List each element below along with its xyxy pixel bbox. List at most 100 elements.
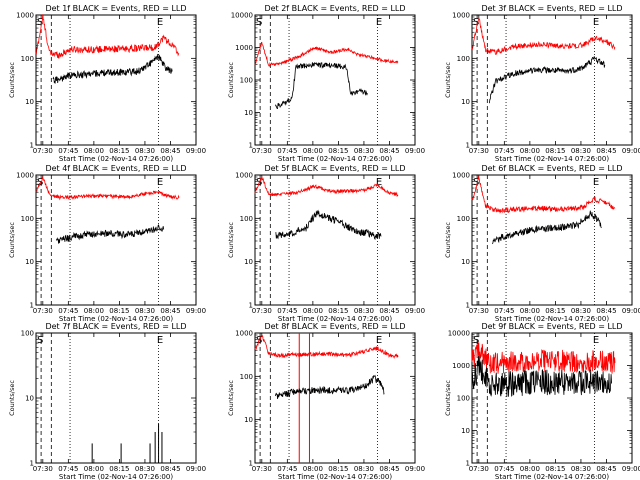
y-tick-label: 10 bbox=[244, 416, 253, 424]
x-tick-label: 08:15 bbox=[109, 465, 129, 473]
y-tick-label: 10 bbox=[25, 258, 34, 266]
x-tick-label: 08:00 bbox=[84, 307, 104, 315]
end-marker-label: E bbox=[157, 335, 163, 346]
y-tick-label: 100 bbox=[21, 330, 34, 338]
plot-frame bbox=[471, 14, 633, 146]
x-tick-label: 08:45 bbox=[379, 147, 399, 155]
y-tick-label: 1 bbox=[30, 142, 34, 150]
y-tick-label: 1 bbox=[249, 460, 253, 468]
plot-frame bbox=[35, 332, 197, 464]
x-axis-label: Start Time (02-Nov-14 07:26:00) bbox=[278, 473, 392, 480]
y-tick-label: 100 bbox=[240, 215, 253, 223]
start-marker-label: S bbox=[473, 335, 479, 346]
x-tick-label: 08:30 bbox=[571, 307, 591, 315]
x-tick-label: 08:00 bbox=[520, 147, 540, 155]
x-tick-label: 07:30 bbox=[33, 307, 53, 315]
x-tick-label: 07:45 bbox=[494, 147, 514, 155]
x-tick-label: 08:45 bbox=[379, 465, 399, 473]
series-line-1 bbox=[35, 14, 180, 59]
x-tick-label: 08:45 bbox=[596, 147, 616, 155]
series-line-2 bbox=[492, 210, 602, 245]
start-marker-label: S bbox=[37, 17, 43, 28]
y-tick-label: 10000 bbox=[231, 12, 253, 20]
x-tick-label: 08:15 bbox=[328, 307, 348, 315]
x-tick-label: 08:30 bbox=[354, 465, 374, 473]
y-tick-label: 1000 bbox=[452, 12, 470, 20]
y-tick-label: 1000 bbox=[235, 44, 253, 52]
x-tick-label: 08:30 bbox=[354, 307, 374, 315]
plot-frame bbox=[254, 14, 416, 146]
x-tick-label: 08:30 bbox=[135, 465, 155, 473]
y-axis-label: Counts/sec bbox=[8, 222, 16, 258]
y-tick-label: 100 bbox=[457, 215, 470, 223]
y-tick-label: 1 bbox=[466, 302, 470, 310]
x-tick-label: 07:45 bbox=[494, 307, 514, 315]
y-tick-label: 10000 bbox=[448, 330, 470, 338]
x-tick-label: 07:30 bbox=[252, 307, 272, 315]
panel-title: Det 3f BLACK = Events, RED = LLD bbox=[481, 4, 622, 13]
series-line-2 bbox=[52, 53, 173, 84]
y-tick-label: 1000 bbox=[16, 12, 34, 20]
y-tick-label: 1 bbox=[249, 142, 253, 150]
panel-title: Det 2f BLACK = Events, RED = LLD bbox=[264, 4, 405, 13]
x-tick-label: 08:15 bbox=[545, 465, 565, 473]
x-tick-label: 07:30 bbox=[469, 307, 489, 315]
x-axis-label: Start Time (02-Nov-14 07:26:00) bbox=[59, 315, 173, 323]
plot-frame bbox=[35, 174, 197, 306]
x-tick-label: 09:00 bbox=[622, 147, 640, 155]
y-tick-label: 10 bbox=[25, 395, 34, 403]
plot-frame bbox=[471, 174, 633, 306]
x-tick-label: 08:15 bbox=[328, 465, 348, 473]
y-tick-label: 100 bbox=[21, 215, 34, 223]
y-tick-label: 1 bbox=[466, 142, 470, 150]
y-tick-label: 1 bbox=[30, 460, 34, 468]
y-axis-label: Counts/sec bbox=[8, 62, 16, 98]
series-line-1 bbox=[254, 41, 399, 67]
start-marker-label: S bbox=[473, 177, 479, 188]
x-tick-label: 07:45 bbox=[58, 465, 78, 473]
y-tick-label: 1000 bbox=[452, 172, 470, 180]
x-tick-label: 07:30 bbox=[33, 147, 53, 155]
y-tick-label: 1000 bbox=[235, 330, 253, 338]
x-tick-label: 07:45 bbox=[277, 307, 297, 315]
x-tick-label: 09:00 bbox=[186, 465, 206, 473]
x-tick-label: 08:00 bbox=[303, 465, 323, 473]
panel-title: Det 1f BLACK = Events, RED = LLD bbox=[45, 4, 186, 13]
y-axis-label: Counts/sec bbox=[444, 380, 452, 416]
y-axis-label: Counts/sec bbox=[444, 62, 452, 98]
start-marker-label: S bbox=[473, 17, 479, 28]
end-marker-label: E bbox=[593, 17, 599, 28]
y-axis-label: Counts/sec bbox=[444, 222, 452, 258]
x-tick-label: 08:00 bbox=[520, 307, 540, 315]
y-tick-label: 10 bbox=[461, 427, 470, 435]
x-tick-label: 08:00 bbox=[84, 147, 104, 155]
y-tick-label: 10 bbox=[244, 258, 253, 266]
x-tick-label: 08:15 bbox=[545, 307, 565, 315]
x-tick-label: 09:00 bbox=[186, 307, 206, 315]
panel-title: Det 6f BLACK = Events, RED = LLD bbox=[481, 164, 622, 173]
end-marker-label: E bbox=[376, 177, 382, 188]
x-tick-label: 08:00 bbox=[303, 147, 323, 155]
x-tick-label: 09:00 bbox=[186, 147, 206, 155]
y-tick-label: 1 bbox=[466, 460, 470, 468]
x-tick-label: 09:00 bbox=[622, 307, 640, 315]
x-tick-label: 08:30 bbox=[135, 147, 155, 155]
y-tick-label: 1000 bbox=[235, 172, 253, 180]
x-axis-label: Start Time (02-Nov-14 07:26:00) bbox=[495, 315, 609, 323]
x-tick-label: 08:30 bbox=[571, 465, 591, 473]
x-axis-label: Start Time (02-Nov-14 07:26:00) bbox=[278, 155, 392, 163]
panel-title: Det 8f BLACK = Events, RED = LLD bbox=[264, 322, 405, 331]
end-marker-label: E bbox=[593, 177, 599, 188]
x-tick-label: 07:30 bbox=[252, 147, 272, 155]
x-tick-label: 09:00 bbox=[405, 147, 425, 155]
series-line-2 bbox=[275, 374, 385, 400]
series-line-2 bbox=[56, 224, 165, 244]
